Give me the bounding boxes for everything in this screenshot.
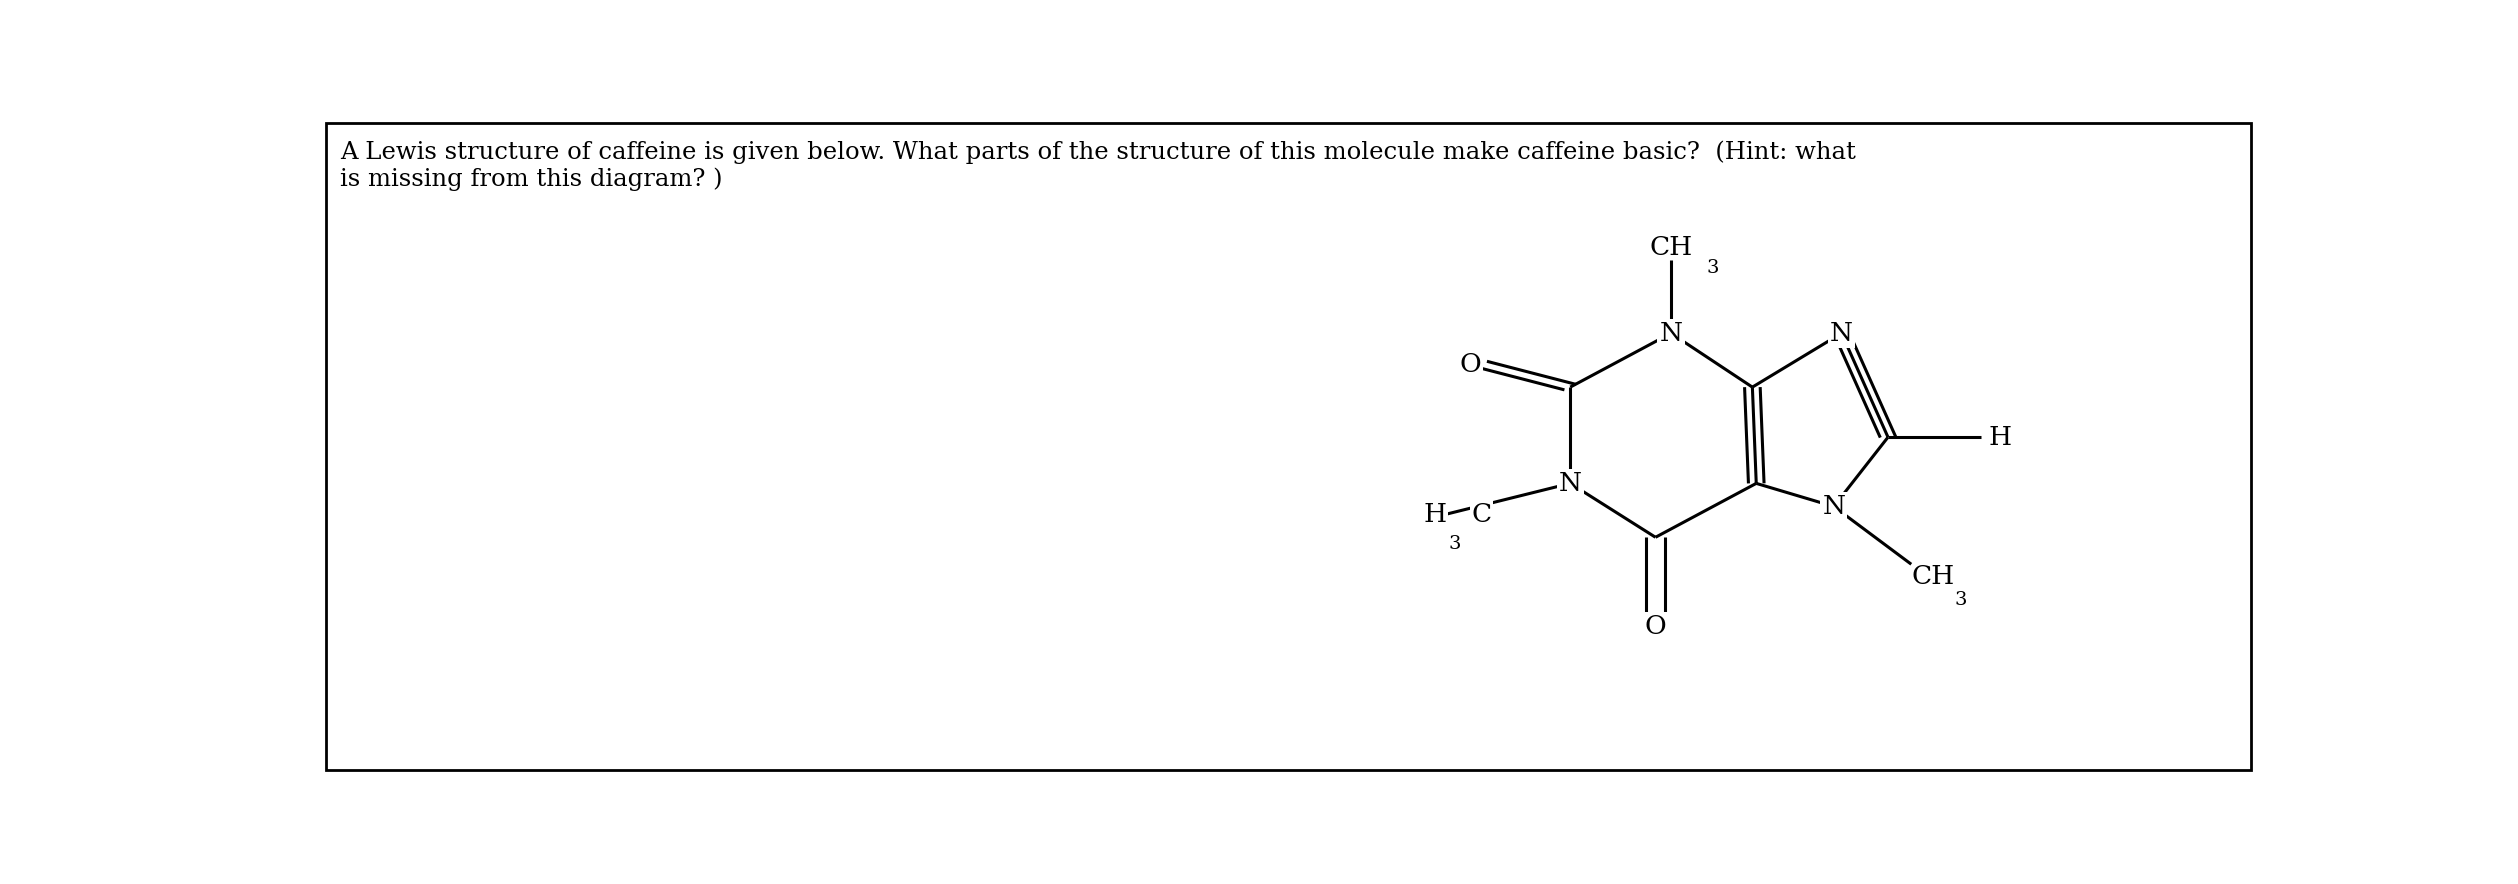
Text: H: H bbox=[1989, 424, 2012, 450]
Text: CH: CH bbox=[1649, 235, 1692, 260]
Text: N: N bbox=[1831, 321, 1853, 346]
Text: N: N bbox=[1659, 321, 1682, 346]
Text: H: H bbox=[1423, 502, 1445, 527]
Text: 3: 3 bbox=[1448, 535, 1460, 552]
Text: 3: 3 bbox=[1954, 591, 1967, 609]
Text: C: C bbox=[1471, 502, 1491, 527]
Text: O: O bbox=[1644, 614, 1667, 639]
Text: CH: CH bbox=[1911, 564, 1954, 590]
Text: 3: 3 bbox=[1707, 259, 1720, 277]
Text: O: O bbox=[1460, 352, 1481, 377]
Text: N: N bbox=[1559, 471, 1581, 496]
Text: A Lewis structure of caffeine is given below. What parts of the structure of thi: A Lewis structure of caffeine is given b… bbox=[340, 140, 1856, 191]
Text: N: N bbox=[1823, 494, 1846, 519]
